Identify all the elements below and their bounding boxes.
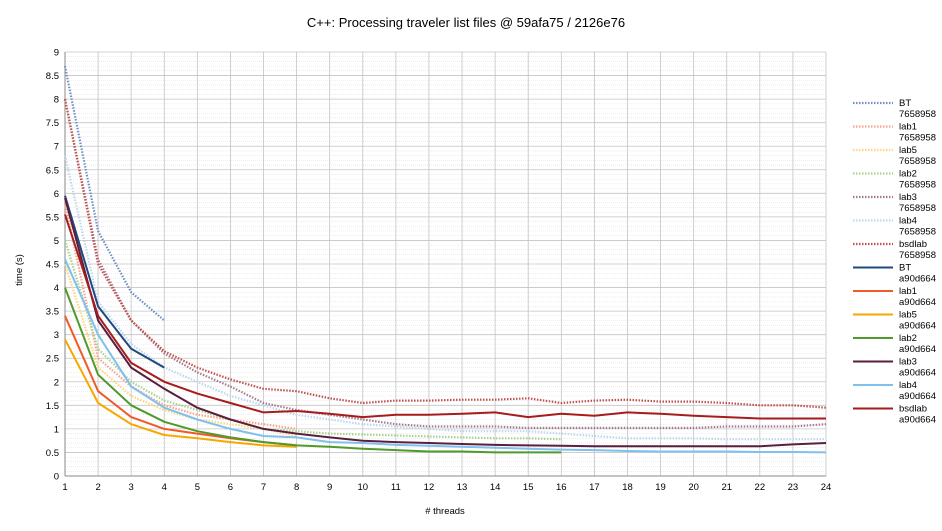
legend-label-10: lab2 [899, 333, 917, 344]
legend-label-0: BT [899, 98, 911, 109]
x-tick-label-17: 18 [622, 482, 633, 493]
x-tick-label-18: 19 [655, 482, 666, 493]
x-tick-label-15: 16 [556, 482, 567, 493]
x-tick-label-19: 20 [688, 482, 699, 493]
x-tick-label-11: 12 [424, 482, 435, 493]
legend-label-7: BT [899, 263, 911, 274]
legend-commit-4: 7658958 [899, 203, 936, 214]
legend-commit-11: a90d664 [899, 368, 936, 379]
legend-commit-8: a90d664 [899, 297, 936, 308]
x-tick-label-20: 21 [721, 482, 732, 493]
legend-label-5: lab4 [899, 216, 917, 227]
legend-label-11: lab3 [899, 357, 917, 368]
x-tick-labels: 1 2 3 4 5 6 7 8 9 10 11 12 13 14 15 16 17 18 19 20 21 22 23 24 [62, 482, 831, 493]
series-lines [63, 65, 827, 454]
y-axis-label: time (s) [14, 254, 25, 286]
x-tick-label-10: 11 [391, 482, 401, 493]
legend-label-1: lab1 [899, 122, 917, 133]
series-line-lab3-a90d664 [64, 197, 827, 448]
x-tick-label-6: 7 [261, 482, 266, 493]
legend-commit-13: a90d664 [899, 415, 936, 426]
y-tick-label-16: 8 [54, 95, 59, 106]
x-tick-label-1: 2 [95, 482, 100, 493]
legend-commit-6: 7658958 [899, 250, 936, 261]
x-tick-label-5: 6 [228, 482, 233, 493]
legend-commit-3: 7658958 [899, 180, 936, 191]
series-line-lab4-7658958 [63, 155, 826, 441]
series-line-lab5-a90d664 [64, 338, 297, 448]
axes [64, 52, 826, 477]
legend-commit-0: 7658958 [899, 109, 936, 120]
series-line-lab3-7658958 [63, 98, 827, 429]
x-tick-label-4: 5 [195, 482, 200, 493]
x-tick-label-23: 24 [821, 482, 832, 493]
x-axis-label: # threads [425, 506, 465, 517]
x-tick-label-8: 9 [327, 482, 332, 493]
y-tick-label-11: 5.5 [46, 212, 59, 223]
legend-commit-9: a90d664 [899, 321, 936, 332]
y-tick-label-14: 7 [54, 142, 59, 153]
y-tick-label-2: 1 [54, 424, 59, 435]
x-tick-label-2: 3 [129, 482, 134, 493]
legend-label-4: lab3 [899, 192, 917, 203]
x-tick-label-22: 23 [788, 482, 799, 493]
y-tick-label-7: 3.5 [46, 307, 59, 318]
y-tick-label-1: 0.5 [46, 448, 59, 459]
legend-label-12: lab4 [899, 380, 917, 391]
y-tick-label-6: 3 [54, 330, 59, 341]
legend-label-9: lab5 [899, 310, 917, 321]
legend-commit-10: a90d664 [899, 344, 936, 355]
series-line-lab4-a90d664 [64, 258, 827, 454]
series-line-BT-a90d664 [64, 195, 165, 369]
x-tick-label-14: 15 [523, 482, 534, 493]
series-line-lab5-7658958 [63, 263, 297, 438]
x-tick-label-3: 4 [162, 482, 167, 493]
series-line-lab2-7658958 [63, 240, 562, 441]
y-tick-label-3: 1.5 [46, 401, 59, 412]
x-tick-label-21: 22 [755, 482, 766, 493]
series-line-lab1-7658958 [63, 202, 297, 430]
series-line-bsdlab-a90d664 [64, 214, 826, 420]
y-tick-label-8: 4 [54, 283, 59, 294]
legend: BT7658958lab17658958lab57658958lab276589… [853, 98, 936, 426]
legend-label-13: bsdlab [899, 404, 927, 415]
legend-commit-5: 7658958 [899, 227, 936, 238]
y-tick-label-5: 2.5 [46, 354, 59, 365]
y-tick-label-10: 5 [54, 236, 59, 247]
y-tick-label-15: 7.5 [46, 118, 59, 129]
legend-commit-12: a90d664 [899, 391, 936, 402]
y-tick-label-9: 4.5 [46, 260, 59, 271]
legend-commit-2: 7658958 [899, 156, 936, 167]
x-tick-label-12: 13 [457, 482, 468, 493]
x-tick-label-13: 14 [490, 482, 501, 493]
y-tick-label-18: 9 [54, 48, 59, 59]
legend-label-6: bsdlab [899, 239, 927, 250]
legend-label-2: lab5 [899, 145, 917, 156]
legend-commit-1: 7658958 [899, 133, 936, 144]
series-line-BT-7658958 [63, 65, 166, 322]
y-tick-label-4: 2 [54, 377, 59, 388]
y-tick-label-0: 0 [54, 472, 59, 483]
y-tick-labels: 0 0.5 1 1.5 2 2.5 3 3.5 4 4.5 5 5.5 6 6.5 7 7.5 8 8.5 9 [46, 48, 59, 483]
x-tick-label-7: 8 [294, 482, 299, 493]
x-tick-label-16: 17 [589, 482, 600, 493]
x-tick-label-9: 10 [357, 482, 368, 493]
x-tick-label-0: 1 [62, 482, 67, 493]
y-tick-label-17: 8.5 [46, 71, 59, 82]
legend-label-8: lab1 [899, 286, 917, 297]
series-line-lab2-a90d664 [64, 287, 562, 454]
y-tick-label-12: 6 [54, 189, 59, 200]
legend-label-3: lab2 [899, 169, 917, 180]
legend-commit-7: a90d664 [899, 274, 936, 285]
series-line-bsdlab-7658958 [63, 98, 827, 409]
chart-title: C++: Processing traveler list files @ 59… [307, 15, 625, 30]
y-tick-label-13: 6.5 [46, 165, 59, 176]
